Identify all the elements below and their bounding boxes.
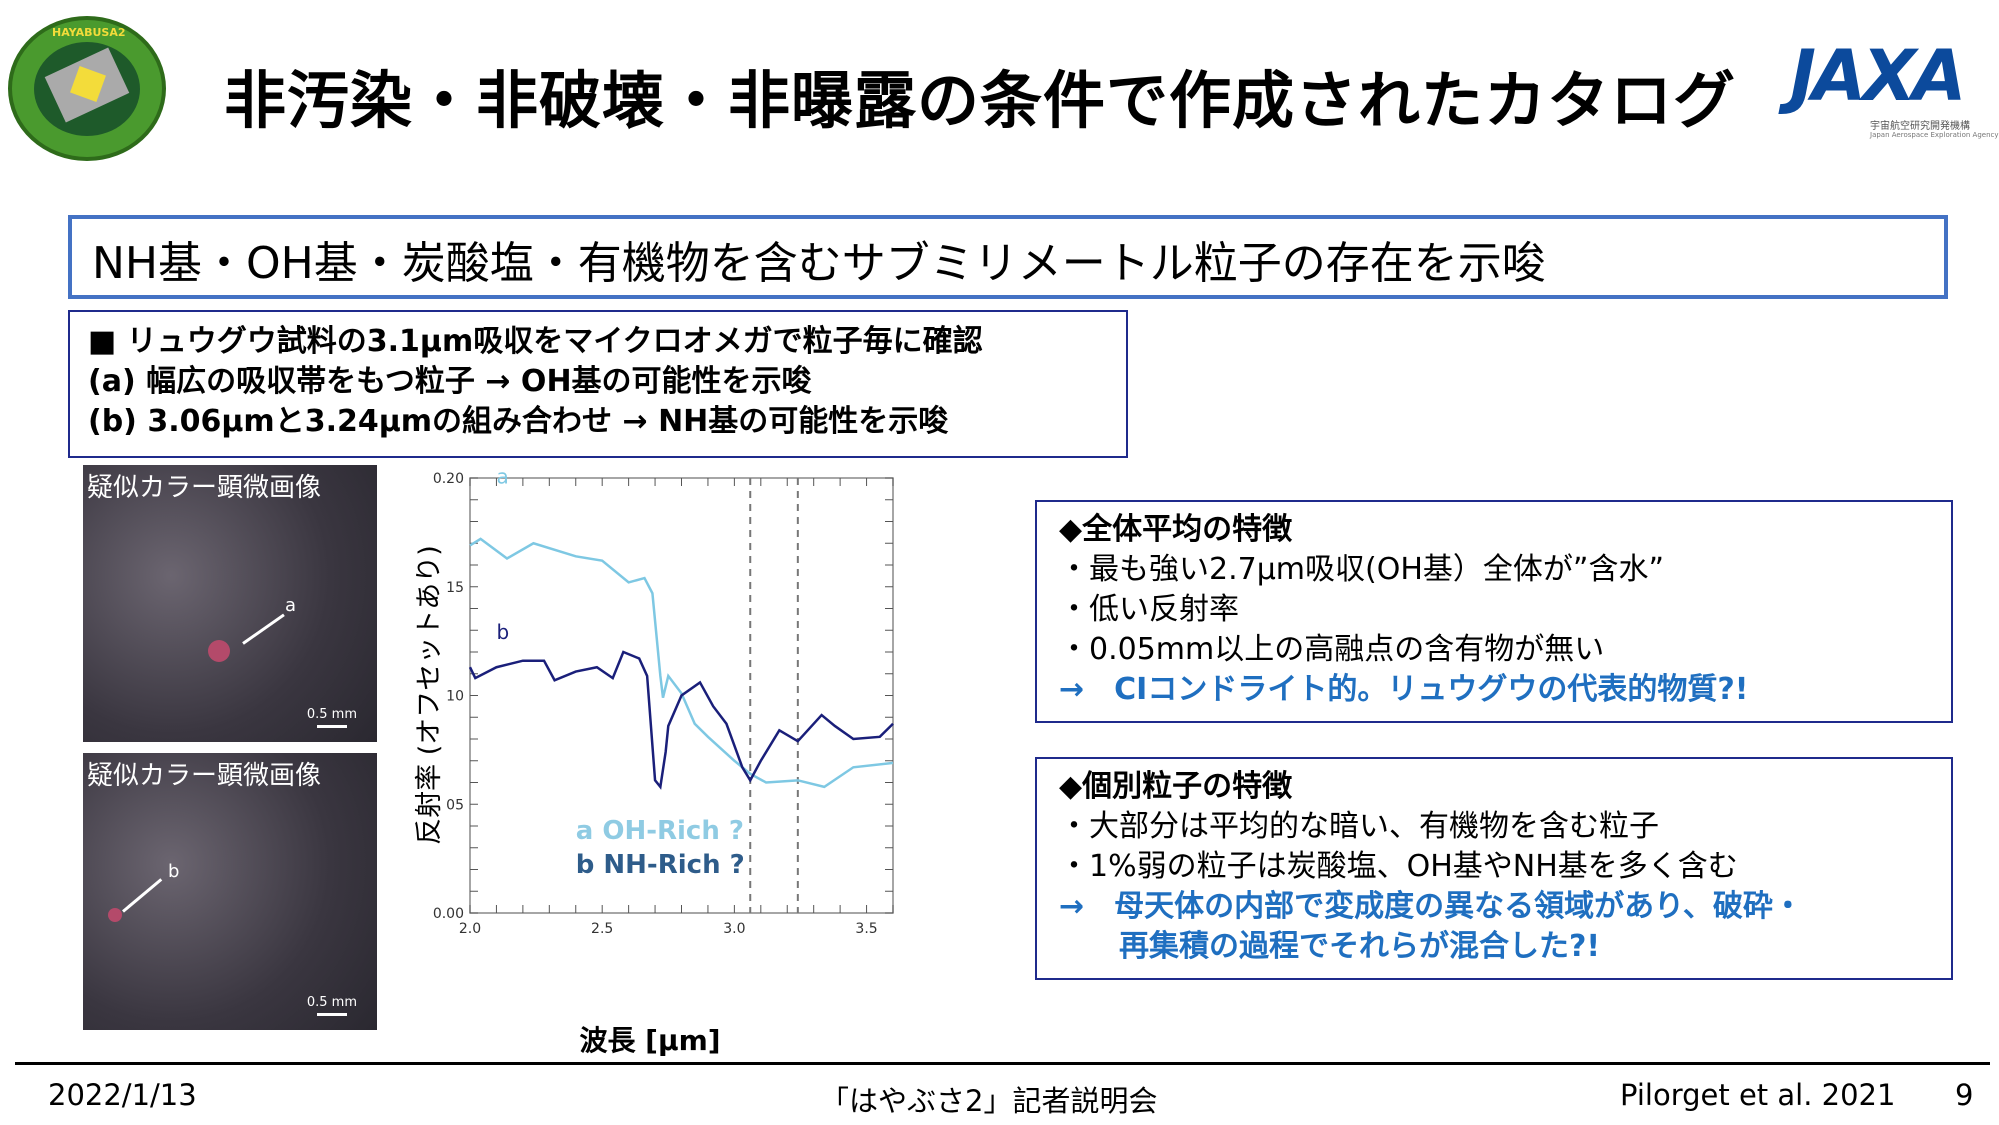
x-tick-label: 2.0 bbox=[459, 921, 481, 937]
x-tick-label: 3.5 bbox=[855, 921, 877, 937]
series-label: a bbox=[496, 464, 508, 488]
x-axis-label: 波長 [μm] bbox=[579, 1024, 720, 1057]
y-axis-label: 反射率 (オフセットあり) bbox=[414, 545, 445, 845]
summary-box: ■ リュウグウ試料の3.1μm吸収をマイクロオメガで粒子毎に確認 (a) 幅広の… bbox=[68, 310, 1128, 458]
footer-citation: Pilorget et al. 2021 bbox=[1620, 1078, 1896, 1112]
arrow-icon bbox=[122, 878, 163, 913]
summary-line: ■ リュウグウ試料の3.1μm吸収をマイクロオメガで粒子毎に確認 bbox=[88, 324, 983, 359]
reflectance-spectrum-chart: 2.0 2.5 3.0 3.5 0.00 05 10 15 0.20 a a OH-Rich ? b b… bbox=[414, 464, 894, 1057]
x-tick-label: 2.5 bbox=[591, 921, 613, 937]
summary-line: (a) 幅広の吸収帯をもつ粒子 → OH基の可能性を示唆 bbox=[88, 364, 812, 399]
footer-date: 2022/1/13 bbox=[48, 1078, 197, 1112]
hayabusa2-logo: HAYABUSA2 bbox=[8, 16, 166, 161]
micrograph-b: 疑似カラー顕微画像 b 0.5 mm bbox=[83, 753, 377, 1030]
average-features-box: ◆全体平均の特徴 ・最も強い2.7μm吸収(OH基）全体が”含水” ・低い反射率… bbox=[1035, 500, 1953, 723]
series-b-line bbox=[468, 650, 894, 790]
y-tick-label: 10 bbox=[446, 689, 464, 705]
legend-entry: b NH-Rich ? bbox=[576, 850, 745, 880]
y-tick-label: 0.00 bbox=[433, 906, 464, 922]
individual-features-box: ◆個別粒子の特徴 ・大部分は平均的な暗い、有機物を含む粒子 ・1%弱の粒子は炭酸… bbox=[1035, 757, 1953, 980]
page-number: 9 bbox=[1955, 1078, 1974, 1112]
micrograph-a: 疑似カラー顕微画像 a 0.5 mm bbox=[83, 465, 377, 742]
y-tick-label: 15 bbox=[446, 580, 464, 596]
x-tick-label: 3.0 bbox=[723, 921, 745, 937]
footer-event: 「はやぶさ2」記者説明会 bbox=[820, 1084, 1158, 1118]
y-tick-label: 0.20 bbox=[433, 471, 464, 487]
footer-divider bbox=[15, 1062, 1990, 1065]
y-tick-label: 05 bbox=[446, 797, 464, 813]
headline-banner: NH基・OH基・炭酸塩・有機物を含むサブミリメートル粒子の存在を示唆 bbox=[68, 215, 1948, 299]
jaxa-logo: JAXA 宇宙航空研究開発機構 Japan Aerospace Exploratio… bbox=[1790, 35, 1999, 139]
arrow-icon bbox=[242, 613, 285, 645]
summary-line: (b) 3.06μmと3.24μmの組み合わせ → NH基の可能性を示唆 bbox=[88, 404, 949, 439]
series-a-line bbox=[469, 537, 894, 789]
page-title: 非汚染・非破壊・非曝露の条件で作成されたカタログ bbox=[223, 64, 1736, 137]
series-label: b bbox=[496, 620, 509, 644]
legend-entry: a OH-Rich ? bbox=[576, 816, 744, 846]
